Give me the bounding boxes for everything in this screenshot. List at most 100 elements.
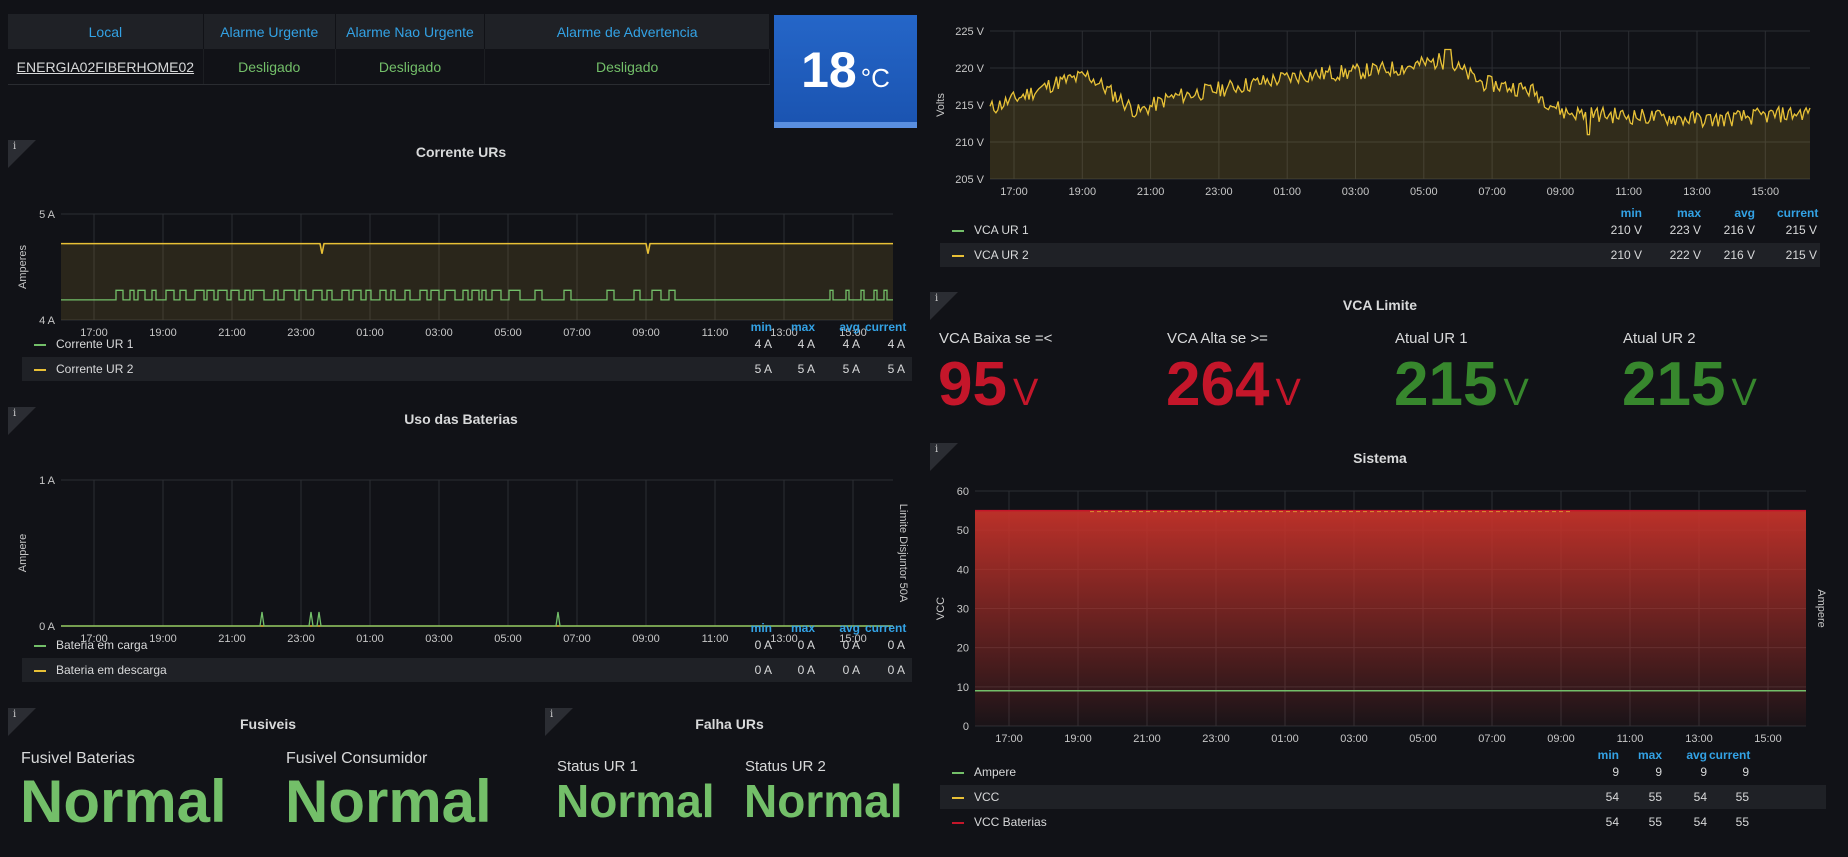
legend-series-0[interactable]: Corrente UR 1 4 A 4 A 4 A 4 A <box>22 332 912 356</box>
legend-header-max[interactable]: max <box>1637 748 1662 762</box>
x-tick-label: 17:00 <box>80 633 108 645</box>
vca-limite-value-0: 95 V <box>938 354 1038 416</box>
legend-value-max: 4 A <box>797 337 815 351</box>
x-tick-label: 05:00 <box>494 327 522 339</box>
legend-value-avg: 0 A <box>842 663 860 677</box>
vca-legend: min max avg current VCA UR 1 210 V 223 V 216 V 2… <box>940 206 1820 278</box>
series-area-corrente-ur-2 <box>61 243 893 320</box>
y-tick-label: 205 V <box>955 174 984 186</box>
legend-series-1[interactable]: Corrente UR 2 5 A 5 A 5 A 5 A <box>22 357 912 381</box>
vca-limite-value-3: 215 V <box>1622 354 1757 416</box>
x-tick-label: 19:00 <box>1064 733 1092 745</box>
legend-series-name[interactable]: VCA UR 2 <box>974 248 1029 262</box>
x-tick-label: 17:00 <box>80 327 108 339</box>
legend-value-min: 54 <box>1605 815 1619 829</box>
table-header-alarme-nao-urgente[interactable]: Alarme Nao Urgente <box>335 14 486 49</box>
x-tick-label: 09:00 <box>632 327 660 339</box>
legend-header-avg[interactable]: avg <box>1686 748 1707 762</box>
table-header-alarme-urgente[interactable]: Alarme Urgente <box>203 14 336 49</box>
legend-header-max[interactable]: max <box>790 621 815 635</box>
x-tick-label: 15:00 <box>839 327 867 339</box>
legend-series-0[interactable]: VCA UR 1 210 V 223 V 216 V 215 V <box>940 218 1820 242</box>
vca-limite-unit: V <box>1275 372 1301 414</box>
y-axis-label: Amperes <box>17 244 29 289</box>
legend-header-avg[interactable]: avg <box>839 320 860 334</box>
series-line-corrente-ur-1 <box>61 289 893 301</box>
panel-info-icon[interactable]: i <box>8 140 36 168</box>
panel-info-icon[interactable]: i <box>930 443 958 471</box>
legend-value-min: 0 A <box>754 638 772 652</box>
legend-series-1[interactable]: Bateria em descarga 0 A 0 A 0 A 0 A <box>22 658 912 682</box>
status-ur1-value: Normal <box>556 775 715 827</box>
sistema-chart[interactable]: 0 10 20 30 40 50 60 17:00 19:00 21:00 23:00 01:00 03… <box>930 465 1830 765</box>
legend-value-max: 222 V <box>1669 248 1701 262</box>
status-ur2-value: Normal <box>744 775 903 827</box>
legend-series-name[interactable]: Ampere <box>974 765 1017 779</box>
legend-series-name[interactable]: VCC Baterias <box>974 815 1047 829</box>
x-tick-label: 07:00 <box>1478 186 1506 198</box>
falha-panel: i Falha URs Status UR 1 Normal Status UR… <box>545 708 914 857</box>
legend-header-current[interactable]: current <box>1709 748 1751 762</box>
vca-limite-number: 215 <box>1394 350 1498 419</box>
legend-header-avg[interactable]: avg <box>1734 206 1755 220</box>
legend-value-current: 55 <box>1735 790 1749 804</box>
panel-info-icon[interactable]: i <box>545 708 573 736</box>
legend-value-max: 55 <box>1648 790 1662 804</box>
panel-info-icon[interactable]: i <box>8 708 36 736</box>
legend-value-current: 215 V <box>1785 223 1817 237</box>
legend-header-max[interactable]: max <box>1676 206 1701 220</box>
table-header-alarme-advertencia[interactable]: Alarme de Advertencia <box>484 14 770 49</box>
legend-series-1[interactable]: VCC 54 55 54 55 <box>940 785 1826 809</box>
y-tick-label: 220 V <box>955 63 984 75</box>
alarme-urgente-value: Desligado <box>203 49 336 85</box>
panel-info-icon[interactable]: i <box>930 292 958 320</box>
legend-header-avg[interactable]: avg <box>839 621 860 635</box>
legend-series-name[interactable]: Bateria em carga <box>56 638 148 652</box>
corrente-chart[interactable]: 4 A 5 A 17:00 19:00 21:00 23:00 01:00 03:00 05:0… <box>8 170 914 350</box>
x-tick-label: 09:00 <box>1547 186 1575 198</box>
x-tick-label: 01:00 <box>356 633 384 645</box>
x-tick-label: 15:00 <box>839 633 867 645</box>
legend-series-name[interactable]: Bateria em descarga <box>56 663 167 677</box>
x-tick-label: 15:00 <box>1752 186 1780 198</box>
legend-header-max[interactable]: max <box>790 320 815 334</box>
sistema-legend: min max avg current Ampere 9 9 9 9 VCC 54 55 54 55 VCC… <box>940 748 1826 848</box>
x-tick-label: 17:00 <box>1000 186 1028 198</box>
legend-series-name[interactable]: VCC <box>974 790 1000 804</box>
baterias-chart[interactable]: 0 A 1 A 17:00 19:00 21:00 23:00 01:00 03:00 05:0… <box>8 437 914 652</box>
legend-header-min[interactable]: min <box>1620 206 1642 220</box>
legend-series-name[interactable]: VCA UR 1 <box>974 223 1029 237</box>
legend-series-0[interactable]: Ampere 9 9 9 9 <box>940 760 1826 784</box>
y-axis-label: Ampere <box>17 534 29 573</box>
x-tick-label: 13:00 <box>1685 733 1713 745</box>
legend-header-min[interactable]: min <box>750 320 772 334</box>
vca-panel: 205 V 210 V 215 V 220 V 225 V 17:00 19:00 21:00… <box>935 12 1825 277</box>
legend-header-current[interactable]: current <box>865 621 907 635</box>
vca-chart[interactable]: 205 V 210 V 215 V 220 V 225 V 17:00 19:00 21:00… <box>935 12 1825 202</box>
alarme-nao-urgente-value: Desligado <box>335 49 486 85</box>
x-tick-label: 19:00 <box>149 327 177 339</box>
legend-header-current[interactable]: current <box>865 320 907 334</box>
panel-info-icon[interactable]: i <box>8 407 36 435</box>
x-tick-label: 13:00 <box>1683 186 1711 198</box>
vca-limite-label-3: Atual UR 2 <box>1623 330 1696 347</box>
legend-swatch <box>952 822 964 824</box>
legend-header-min[interactable]: min <box>750 621 772 635</box>
legend-series-2[interactable]: VCC Baterias 54 55 54 55 <box>940 810 1826 834</box>
x-tick-label: 09:00 <box>1547 733 1575 745</box>
x-tick-label: 21:00 <box>218 633 246 645</box>
panel-title: Sistema <box>1353 450 1407 466</box>
table-header-local[interactable]: Local <box>8 14 204 49</box>
legend-series-0[interactable]: Bateria em carga 0 A 0 A 0 A 0 A <box>22 633 912 657</box>
legend-series-1[interactable]: VCA UR 2 210 V 222 V 216 V 215 V <box>940 243 1820 267</box>
temperature-value: 18 <box>801 42 857 98</box>
local-link[interactable]: ENERGIA02FIBERHOME02 <box>8 49 204 85</box>
vca-limite-label-0: VCA Baixa se =< <box>939 330 1053 347</box>
legend-header-min[interactable]: min <box>1597 748 1619 762</box>
legend-series-name[interactable]: Corrente UR 1 <box>56 337 134 351</box>
legend-series-name[interactable]: Corrente UR 2 <box>56 362 134 376</box>
x-tick-label: 13:00 <box>770 633 798 645</box>
legend-header-current[interactable]: current <box>1777 206 1819 220</box>
legend-value-current: 55 <box>1735 815 1749 829</box>
y-axis-label: Volts <box>935 93 947 117</box>
